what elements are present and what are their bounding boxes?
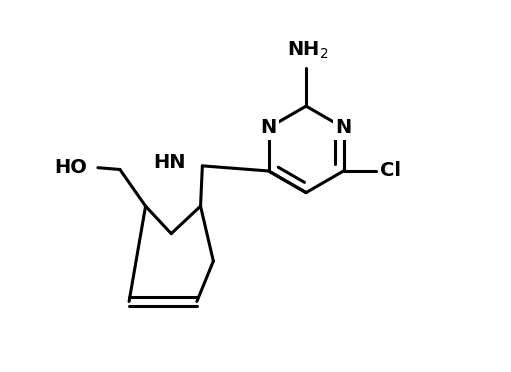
Text: Cl: Cl bbox=[380, 161, 401, 180]
Text: N: N bbox=[261, 118, 277, 137]
Text: HN: HN bbox=[153, 153, 186, 172]
Text: HO: HO bbox=[54, 158, 87, 177]
Text: NH$_2$: NH$_2$ bbox=[287, 40, 329, 61]
Text: N: N bbox=[335, 118, 352, 137]
